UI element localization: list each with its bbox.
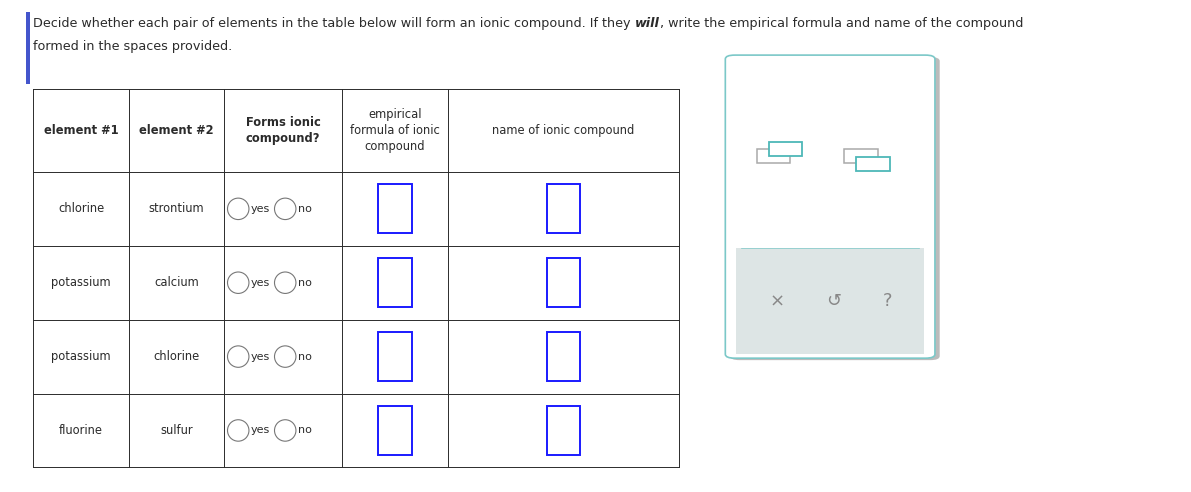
Ellipse shape <box>274 346 295 368</box>
Bar <box>26 12 30 84</box>
Text: no: no <box>298 352 312 362</box>
Bar <box>379 258 412 308</box>
Text: potassium: potassium <box>51 350 111 363</box>
Bar <box>736 248 924 354</box>
Text: strontium: strontium <box>149 202 205 215</box>
Text: no: no <box>298 204 312 214</box>
Text: name of ionic compound: name of ionic compound <box>492 123 635 137</box>
Ellipse shape <box>227 272 249 293</box>
Text: yes: yes <box>251 352 270 362</box>
Bar <box>547 184 580 233</box>
Text: potassium: potassium <box>51 276 111 289</box>
Bar <box>547 406 580 455</box>
Text: empirical
formula of ionic
compound: empirical formula of ionic compound <box>350 108 439 153</box>
Ellipse shape <box>227 198 249 219</box>
Text: yes: yes <box>251 204 270 214</box>
Text: element #2: element #2 <box>139 123 214 137</box>
Bar <box>547 258 580 308</box>
Text: no: no <box>298 426 312 435</box>
Text: element #1: element #1 <box>44 123 118 137</box>
Text: chlorine: chlorine <box>58 202 105 215</box>
Text: Decide whether each pair of elements in the table below will form an ionic compo: Decide whether each pair of elements in … <box>33 17 635 30</box>
Text: Forms ionic
compound?: Forms ionic compound? <box>245 116 320 145</box>
Bar <box>756 150 790 163</box>
Text: yes: yes <box>251 277 270 288</box>
Ellipse shape <box>274 420 295 441</box>
Bar <box>379 332 412 381</box>
Ellipse shape <box>227 346 249 368</box>
Text: chlorine: chlorine <box>154 350 200 363</box>
Text: ↺: ↺ <box>827 292 842 310</box>
Text: no: no <box>298 277 312 288</box>
Ellipse shape <box>274 198 295 219</box>
Text: will: will <box>635 17 660 30</box>
Bar <box>547 332 580 381</box>
Text: ?: ? <box>883 292 892 310</box>
Text: ×: × <box>769 292 785 310</box>
Text: yes: yes <box>251 426 270 435</box>
Text: formed in the spaces provided.: formed in the spaces provided. <box>33 40 232 53</box>
Bar <box>379 184 412 233</box>
Ellipse shape <box>274 272 295 293</box>
Bar <box>379 406 412 455</box>
Bar <box>856 157 890 171</box>
Bar <box>768 142 802 156</box>
Text: calcium: calcium <box>155 276 199 289</box>
Ellipse shape <box>227 420 249 441</box>
Bar <box>844 150 878 163</box>
Text: , write the empirical formula and name of the compound: , write the empirical formula and name o… <box>660 17 1023 30</box>
Text: fluorine: fluorine <box>60 424 104 437</box>
FancyBboxPatch shape <box>725 55 935 358</box>
FancyBboxPatch shape <box>730 57 940 360</box>
Text: sulfur: sulfur <box>161 424 193 437</box>
